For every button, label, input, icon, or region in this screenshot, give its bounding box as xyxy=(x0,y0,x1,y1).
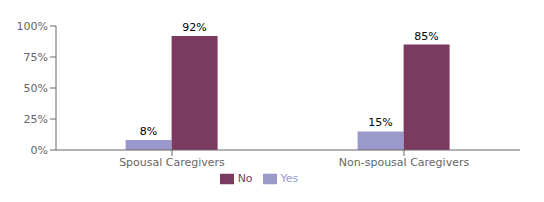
svg-text:0%: 0% xyxy=(31,144,48,157)
svg-text:Spousal Caregivers: Spousal Caregivers xyxy=(119,156,225,169)
svg-text:15%: 15% xyxy=(368,116,392,129)
svg-text:85%: 85% xyxy=(414,30,438,43)
html-text:Yes: Yes xyxy=(280,172,299,185)
svg-text:75%: 75% xyxy=(24,51,48,64)
svg-text:8%: 8% xyxy=(140,125,157,138)
svg-text:25%: 25% xyxy=(24,113,48,126)
svg-text:Non-spousal Caregivers: Non-spousal Caregivers xyxy=(339,156,470,169)
svg-text:92%: 92% xyxy=(182,21,206,34)
svg-text:100%: 100% xyxy=(17,20,48,33)
html-text:No: No xyxy=(237,172,253,185)
svg-text:50%: 50% xyxy=(24,82,48,95)
